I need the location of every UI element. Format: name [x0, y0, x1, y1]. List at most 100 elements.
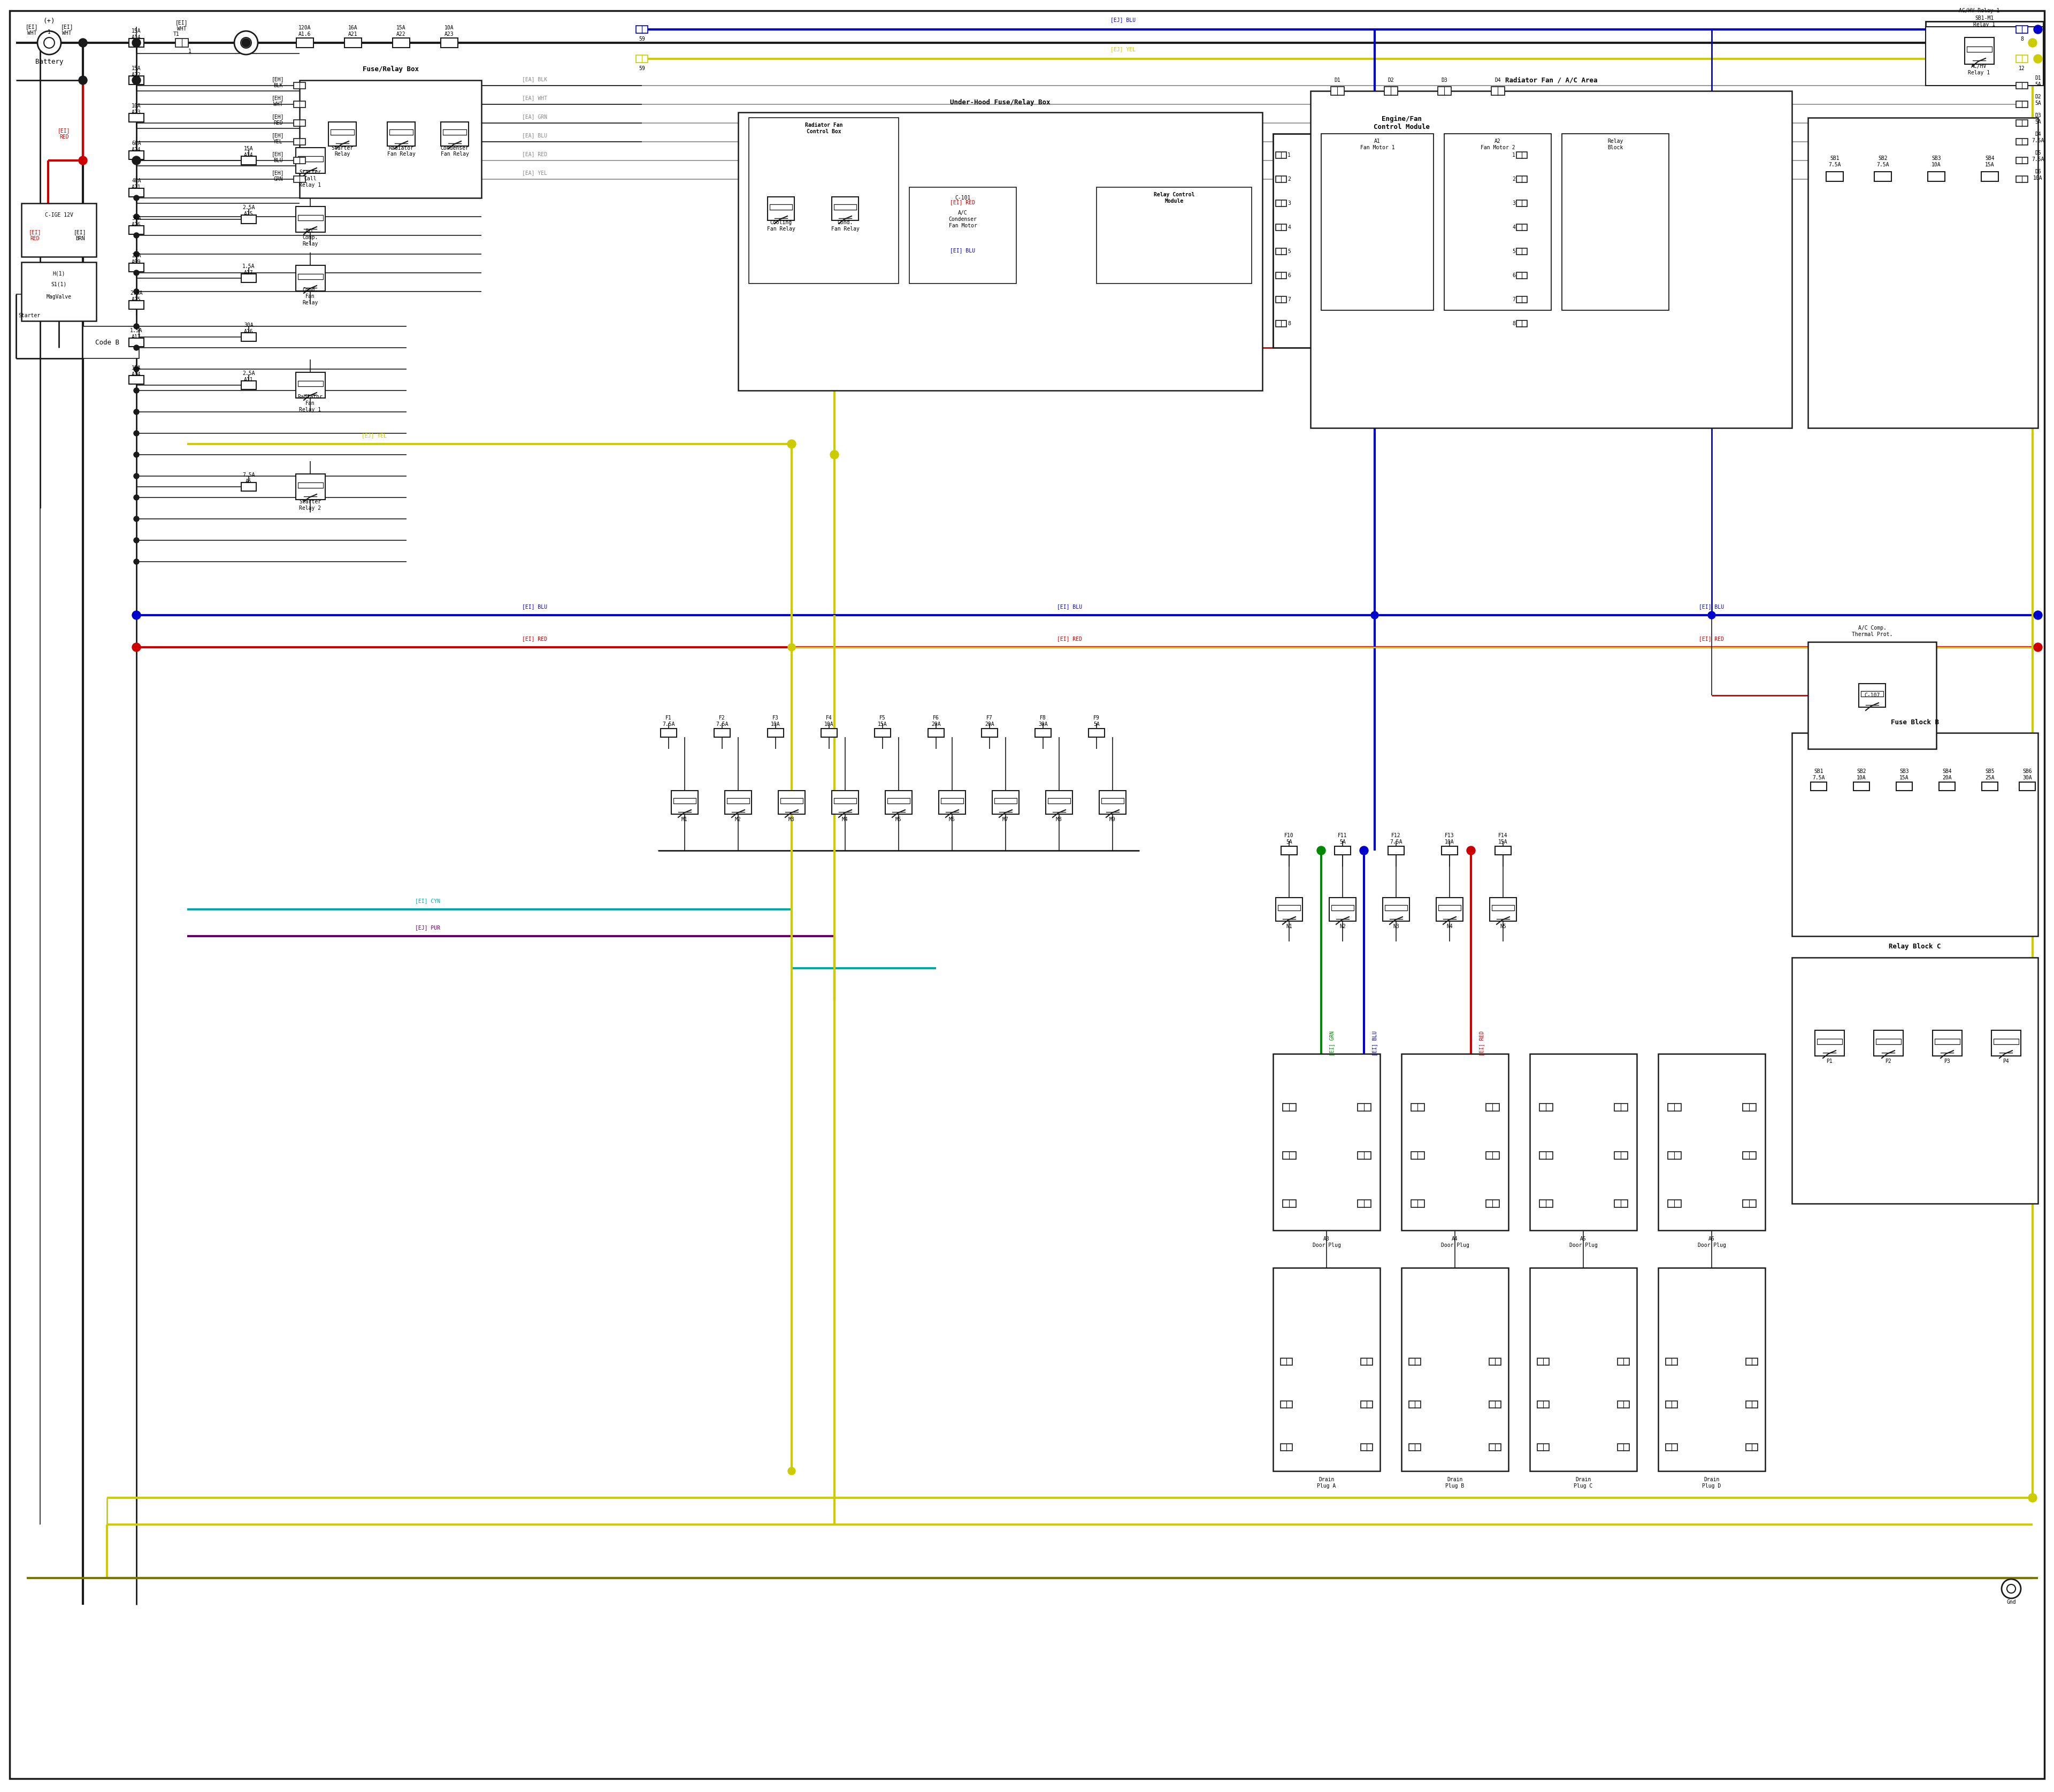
Text: 15A: 15A [131, 29, 142, 34]
Circle shape [789, 1468, 795, 1475]
Circle shape [789, 441, 795, 448]
Text: SB1
7.5A: SB1 7.5A [1828, 156, 1840, 167]
Bar [129, 75, 144, 84]
Text: SB3
15A: SB3 15A [1900, 769, 1908, 780]
Text: Radiator Fan
Control Box: Radiator Fan Control Box [805, 122, 842, 134]
Bar [1538, 1104, 1553, 1111]
Bar [941, 797, 963, 803]
Bar [1808, 642, 1937, 749]
Circle shape [134, 213, 140, 219]
Circle shape [134, 452, 140, 457]
Bar [1278, 905, 1300, 910]
Bar [1438, 86, 1450, 95]
Text: YEL: YEL [273, 140, 283, 145]
Text: Relay Block C: Relay Block C [1890, 943, 1941, 950]
Text: MagValve: MagValve [47, 294, 72, 299]
Bar [1436, 898, 1462, 921]
Text: 12: 12 [2019, 66, 2025, 72]
Bar [1310, 91, 1791, 428]
Bar [1273, 134, 1530, 348]
Text: Radiator
Fan
Relay 1: Radiator Fan Relay 1 [298, 394, 322, 412]
Text: A3
Door Plug: A3 Door Plug [1313, 1236, 1341, 1247]
Text: 1: 1 [189, 48, 191, 54]
Text: [EI] RED: [EI] RED [951, 199, 976, 204]
Bar [1935, 1039, 1960, 1045]
Circle shape [131, 75, 140, 84]
Bar [887, 797, 910, 803]
Text: 2: 2 [1512, 177, 1516, 181]
Text: C-101: C-101 [955, 195, 972, 201]
Bar [296, 373, 325, 398]
Text: 2: 2 [1288, 177, 1290, 181]
Bar [1276, 272, 1286, 280]
Bar [1358, 1104, 1370, 1111]
Text: Radiator
Fan Relay: Radiator Fan Relay [386, 145, 415, 158]
Text: A24: A24 [131, 147, 142, 152]
Text: F13
10A: F13 10A [1444, 833, 1454, 844]
Bar [1048, 797, 1070, 803]
Text: [EJ] YEL: [EJ] YEL [1111, 47, 1136, 52]
Text: A/C
Comp.
Relay: A/C Comp. Relay [302, 229, 318, 246]
Bar [1929, 172, 1945, 181]
Text: SB3
10A: SB3 10A [1931, 156, 1941, 167]
Text: A/C
Condenser
Fan Motor: A/C Condenser Fan Motor [949, 210, 978, 228]
Text: 60A: 60A [131, 142, 142, 145]
Bar [1491, 905, 1514, 910]
Text: Fuse/Relay Box: Fuse/Relay Box [362, 66, 419, 73]
Text: A23: A23 [131, 109, 142, 115]
Circle shape [789, 643, 795, 650]
Circle shape [2007, 1584, 2015, 1593]
Bar [1444, 134, 1551, 310]
Text: Engine/Fan
Control Module: Engine/Fan Control Module [1374, 115, 1430, 131]
Bar [1826, 172, 1842, 181]
Text: [EI]
RED: [EI] RED [29, 229, 41, 242]
Bar [1791, 733, 2038, 935]
Circle shape [2027, 38, 2038, 47]
Text: WHT: WHT [177, 27, 187, 32]
Bar [1089, 729, 1105, 737]
Bar [296, 473, 325, 500]
Bar [1358, 1201, 1370, 1208]
Bar [298, 382, 322, 387]
Bar [300, 81, 481, 197]
Text: [EI] BLU: [EI] BLU [1699, 604, 1723, 609]
Bar [1666, 1444, 1678, 1450]
Bar [1360, 1358, 1372, 1366]
Bar [1409, 1444, 1421, 1450]
Bar [834, 797, 857, 803]
Bar [1516, 321, 1526, 326]
Bar [2017, 82, 2027, 90]
Bar [992, 790, 1019, 814]
Text: 5: 5 [1288, 249, 1290, 254]
Text: Drain
Plug D: Drain Plug D [1703, 1477, 1721, 1489]
Text: D4
7.5A: D4 7.5A [2031, 131, 2044, 143]
Bar [1276, 296, 1286, 303]
Bar [2017, 25, 2027, 34]
Text: SB4
20A: SB4 20A [1943, 769, 1951, 780]
Bar [1742, 1201, 1756, 1208]
Text: Starter
Call
Relay 1: Starter Call Relay 1 [300, 170, 320, 188]
Text: P3: P3 [1943, 1059, 1949, 1064]
Bar [442, 122, 468, 145]
Text: 1: 1 [47, 29, 51, 34]
Bar [1561, 134, 1668, 310]
Text: T1: T1 [173, 32, 179, 38]
Bar [1814, 1030, 1844, 1055]
Bar [1329, 898, 1356, 921]
Bar [1538, 1152, 1553, 1159]
Bar [1097, 186, 1251, 283]
Text: 4: 4 [1288, 224, 1290, 229]
Bar [1045, 790, 1072, 814]
Text: F4
10A: F4 10A [824, 715, 834, 728]
Text: [EA] BLU: [EA] BLU [522, 133, 548, 138]
Text: A2
Fan Motor 2: A2 Fan Motor 2 [1481, 138, 1516, 151]
Bar [1614, 1201, 1627, 1208]
Bar [1282, 1152, 1296, 1159]
Bar [1382, 898, 1409, 921]
Text: Condenser
Fan Relay: Condenser Fan Relay [440, 145, 468, 158]
Bar [1411, 1201, 1423, 1208]
Bar [1280, 1358, 1292, 1366]
Bar [129, 263, 144, 272]
Text: [EI] RED: [EI] RED [1479, 1030, 1485, 1055]
Text: F12
7.5A: F12 7.5A [1391, 833, 1403, 844]
